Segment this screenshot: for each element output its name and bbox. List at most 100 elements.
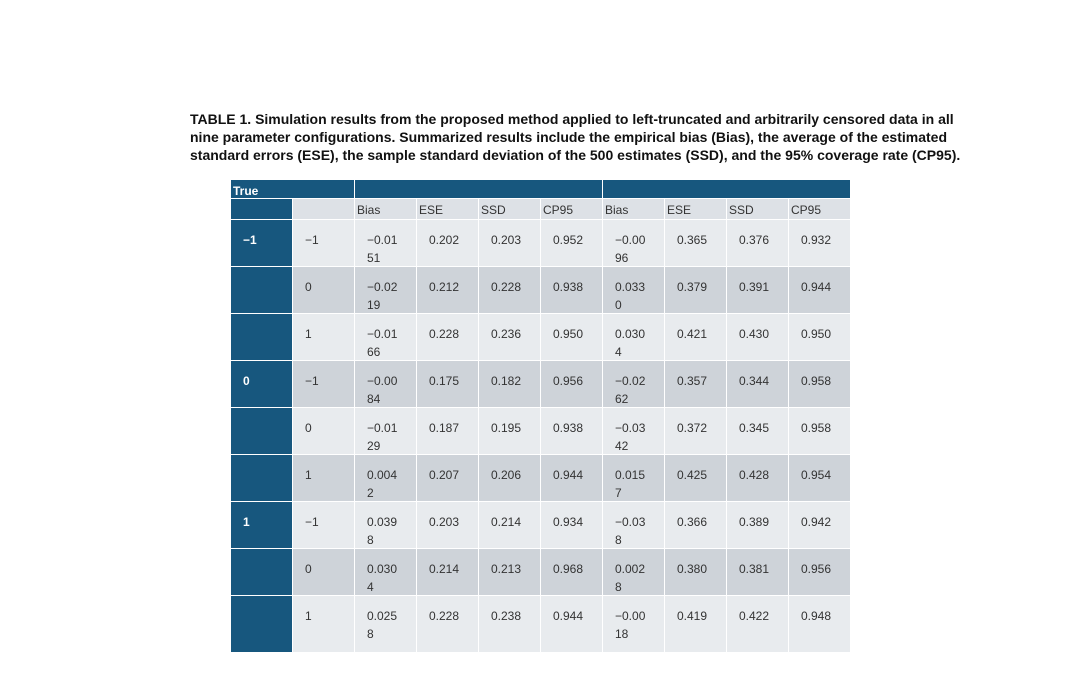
cell: 0.365 [665,220,726,266]
caption-line: TABLE 1. Simulation results from the pro… [190,111,954,127]
row-group [231,596,292,652]
cell: −0.0096 [603,220,664,266]
row-param: −1 [293,361,354,407]
cell: 0.202 [417,220,478,266]
cell: 0.376 [727,220,788,266]
cell: 0.942 [789,502,850,548]
row-param: 1 [293,455,354,501]
cell: −0.0262 [603,361,664,407]
cell: 0.389 [727,502,788,548]
row-group [231,314,292,360]
cell: 0.175 [417,361,478,407]
column-header: Bias [603,199,664,219]
cell: 0.0028 [603,549,664,595]
row-header-cell [231,199,292,219]
cell: 0.938 [541,267,602,313]
cell: 0.422 [727,596,788,652]
cell: 0.0042 [355,455,416,501]
cell: 0.430 [727,314,788,360]
cell: 0.345 [727,408,788,454]
row-param: 0 [293,549,354,595]
cell: 0.934 [541,502,602,548]
cell: 0.380 [665,549,726,595]
cell: 0.428 [727,455,788,501]
cell: 0.0398 [355,502,416,548]
cell: −0.0084 [355,361,416,407]
cell: 0.195 [479,408,540,454]
cell: 0.238 [479,596,540,652]
corner-header: True [231,180,354,198]
cell: 0.214 [417,549,478,595]
cell: −0.038 [603,502,664,548]
row-group: 1 [231,502,292,548]
row-group [231,549,292,595]
cell: 0.0304 [355,549,416,595]
cell: 0.958 [789,361,850,407]
column-header: SSD [479,199,540,219]
column-header: ESE [417,199,478,219]
row-param: 1 [293,596,354,652]
cell: 0.0330 [603,267,664,313]
row-param: −1 [293,220,354,266]
cell: −0.0151 [355,220,416,266]
cell: 0.379 [665,267,726,313]
cell: −0.0342 [603,408,664,454]
row-param: 0 [293,408,354,454]
cell: 0.207 [417,455,478,501]
cell: 0.421 [665,314,726,360]
cell: 0.344 [727,361,788,407]
cell: 0.182 [479,361,540,407]
cell: 0.954 [789,455,850,501]
cell: 0.0304 [603,314,664,360]
cell: 0.357 [665,361,726,407]
cell: 0.944 [541,596,602,652]
group-header [603,180,850,198]
cell: 0.944 [541,455,602,501]
cell: 0.206 [479,455,540,501]
cell: 0.366 [665,502,726,548]
cell: 0.932 [789,220,850,266]
cell: 0.212 [417,267,478,313]
cell: 0.0258 [355,596,416,652]
cell: 0.236 [479,314,540,360]
cell: 0.187 [417,408,478,454]
row-param: 0 [293,267,354,313]
row-param: −1 [293,502,354,548]
cell: 0.950 [789,314,850,360]
row-param: 1 [293,314,354,360]
cell: −0.0166 [355,314,416,360]
caption-line: standard errors (ESE), the sample standa… [190,147,961,163]
cell: 0.228 [417,596,478,652]
caption: TABLE 1. Simulation results from the pro… [190,110,960,164]
cell: 0.419 [665,596,726,652]
column-header: ESE [665,199,726,219]
row-group [231,267,292,313]
cell: 0.944 [789,267,850,313]
cell: 0.968 [541,549,602,595]
column-header: CP95 [541,199,602,219]
row-group: −1 [231,220,292,266]
column-header: CP95 [789,199,850,219]
column-header: Bias [355,199,416,219]
row-group: 0 [231,361,292,407]
cell: 0.372 [665,408,726,454]
cell: 0.0157 [603,455,664,501]
column-header [293,199,354,219]
cell: 0.948 [789,596,850,652]
results-table: True Bias ESE SSD CP95 Bias ESE SSD CP95 −1 −1 −0.0… [231,180,850,652]
cell: −0.0219 [355,267,416,313]
cell: 0.952 [541,220,602,266]
cell: 0.203 [479,220,540,266]
cell: 0.956 [541,361,602,407]
cell: 0.956 [789,549,850,595]
cell: −0.0018 [603,596,664,652]
cell: 0.228 [417,314,478,360]
column-header: SSD [727,199,788,219]
row-group [231,455,292,501]
cell: 0.381 [727,549,788,595]
cell: 0.228 [479,267,540,313]
cell: 0.214 [479,502,540,548]
caption-line: nine parameter configurations. Summarize… [190,129,947,145]
cell: 0.391 [727,267,788,313]
